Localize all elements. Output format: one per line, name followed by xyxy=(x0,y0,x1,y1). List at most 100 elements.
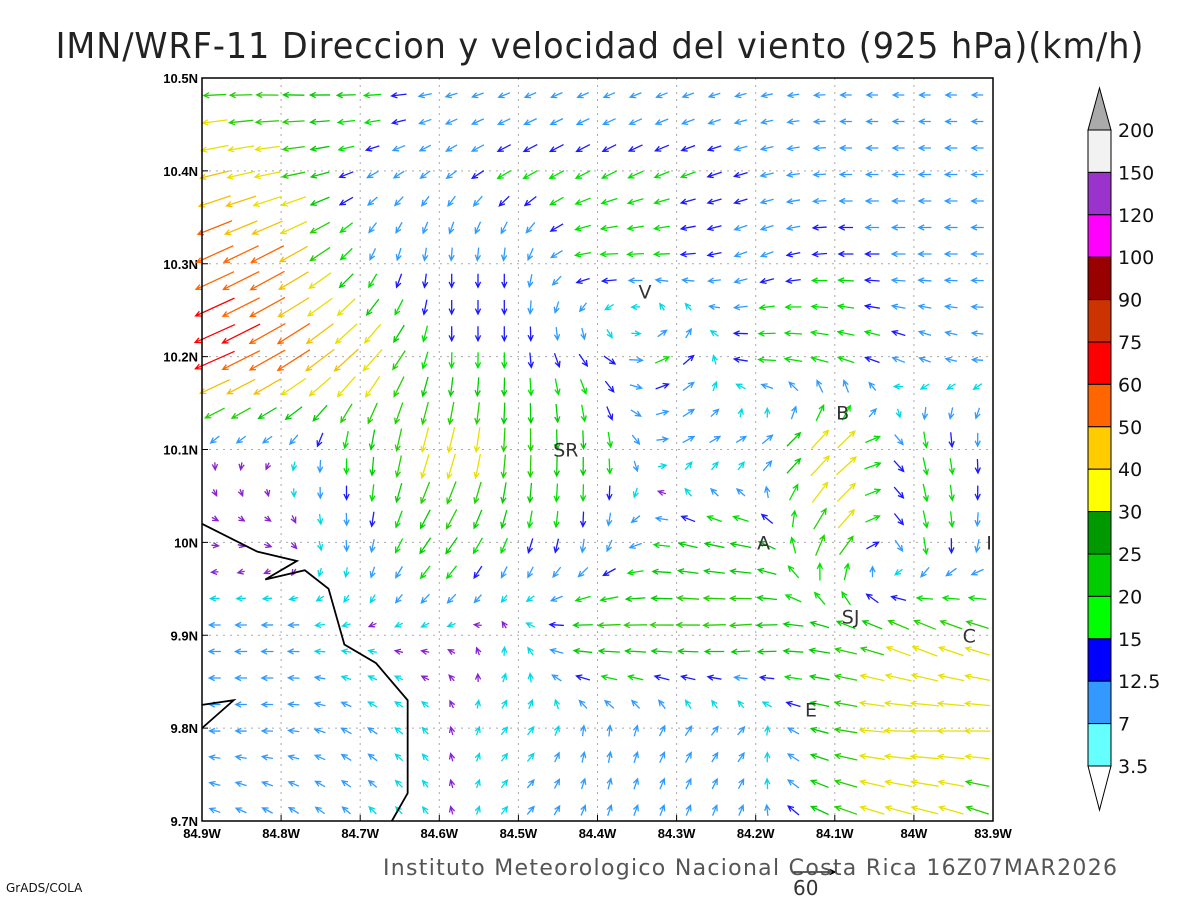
wind-vector xyxy=(448,725,456,736)
wind-vector xyxy=(706,171,722,179)
wind-vector xyxy=(786,144,800,152)
wind-vector xyxy=(500,726,509,736)
wind-vector xyxy=(836,303,855,310)
wind-vector xyxy=(474,273,482,289)
wind-vector xyxy=(812,171,827,178)
colorbar-segment xyxy=(1087,723,1112,767)
wind-vector xyxy=(658,724,666,737)
wind-vector xyxy=(841,590,851,606)
x-tick-label: 84W xyxy=(901,826,928,841)
wind-vector xyxy=(604,303,614,311)
wind-vector xyxy=(444,92,458,99)
wind-vector xyxy=(810,356,829,363)
wind-vector xyxy=(446,593,457,604)
wind-vector xyxy=(631,434,641,446)
wind-vector xyxy=(787,805,800,816)
y-tick-label: 10N xyxy=(174,535,198,550)
wind-vector xyxy=(893,460,905,473)
colorbar-label: 20 xyxy=(1118,586,1142,608)
wind-vector xyxy=(422,273,429,289)
wind-vector xyxy=(606,750,613,763)
wind-vector xyxy=(632,724,639,737)
wind-vector xyxy=(680,277,695,284)
wind-vector xyxy=(783,330,803,337)
wind-vector xyxy=(199,379,230,395)
wind-vector xyxy=(974,458,981,475)
wind-vector xyxy=(710,725,719,736)
wind-vector xyxy=(421,700,430,708)
wind-vector xyxy=(553,538,560,554)
wind-vector xyxy=(527,274,534,289)
wind-vector xyxy=(703,648,725,655)
wind-vector xyxy=(445,144,458,152)
wind-vector xyxy=(367,675,378,682)
wind-vector xyxy=(946,383,956,390)
wind-vector xyxy=(970,224,984,231)
wind-vector xyxy=(473,427,481,454)
wind-vector xyxy=(890,594,907,602)
wind-vector xyxy=(474,805,481,815)
wind-vector xyxy=(226,378,256,395)
y-tick-label: 10.5N xyxy=(163,71,198,86)
wind-vector xyxy=(501,273,508,289)
wind-vector xyxy=(336,118,356,126)
wind-vector xyxy=(974,407,981,420)
wind-vector xyxy=(287,780,300,787)
colorbar-label: 90 xyxy=(1118,290,1142,312)
wind-vector xyxy=(221,297,260,317)
wind-vector xyxy=(339,222,354,234)
wind-vector xyxy=(418,144,432,152)
wind-vector xyxy=(579,484,587,503)
wind-vector xyxy=(833,700,858,708)
wind-vector xyxy=(421,351,429,370)
wind-vector xyxy=(286,674,300,682)
wind-vector xyxy=(628,542,642,549)
wind-vector xyxy=(656,489,667,496)
wind-vector xyxy=(308,91,331,99)
wind-vector xyxy=(841,404,851,421)
wind-vector xyxy=(393,376,405,398)
wind-vector xyxy=(420,427,430,454)
plot-frame xyxy=(201,77,994,822)
wind-vector xyxy=(837,250,854,258)
wind-vector xyxy=(211,542,221,549)
wind-vector xyxy=(549,648,564,655)
wind-vector xyxy=(885,645,911,657)
wind-vector xyxy=(197,195,232,208)
wind-vector xyxy=(656,436,670,443)
wind-vector xyxy=(553,301,560,315)
wind-vector xyxy=(970,330,984,337)
wind-vector xyxy=(501,645,508,656)
wind-vector xyxy=(606,329,613,339)
wind-vector xyxy=(314,621,325,629)
wind-vector xyxy=(290,461,298,472)
wind-vector xyxy=(937,779,965,787)
wind-vector xyxy=(500,510,508,530)
y-tick-label: 10.1N xyxy=(163,443,198,458)
grads-credit: GrADS/COLA xyxy=(6,881,83,895)
wind-vector xyxy=(222,245,259,263)
y-tick-label: 10.4N xyxy=(163,164,198,179)
wind-vector xyxy=(943,277,958,284)
wind-vector xyxy=(390,92,407,99)
wind-vector xyxy=(759,277,775,285)
wind-vector xyxy=(963,727,991,735)
wind-vector xyxy=(894,568,903,576)
wind-vector xyxy=(367,196,378,206)
place-label: I xyxy=(986,532,992,554)
wind-vector xyxy=(393,621,404,628)
wind-vector xyxy=(235,595,246,602)
wind-vector xyxy=(756,594,778,602)
wind-vector xyxy=(447,401,455,426)
wind-vector xyxy=(833,779,858,788)
wind-vector xyxy=(733,198,748,205)
wind-vector xyxy=(650,648,673,655)
wind-vector xyxy=(421,376,429,398)
wind-vector xyxy=(395,247,402,262)
wind-vector xyxy=(276,322,311,345)
wind-vector xyxy=(211,515,220,522)
reference-vector-label: 60 xyxy=(793,876,819,900)
wind-vector xyxy=(549,92,563,99)
wind-vector xyxy=(600,674,618,681)
wind-vector xyxy=(909,727,940,735)
